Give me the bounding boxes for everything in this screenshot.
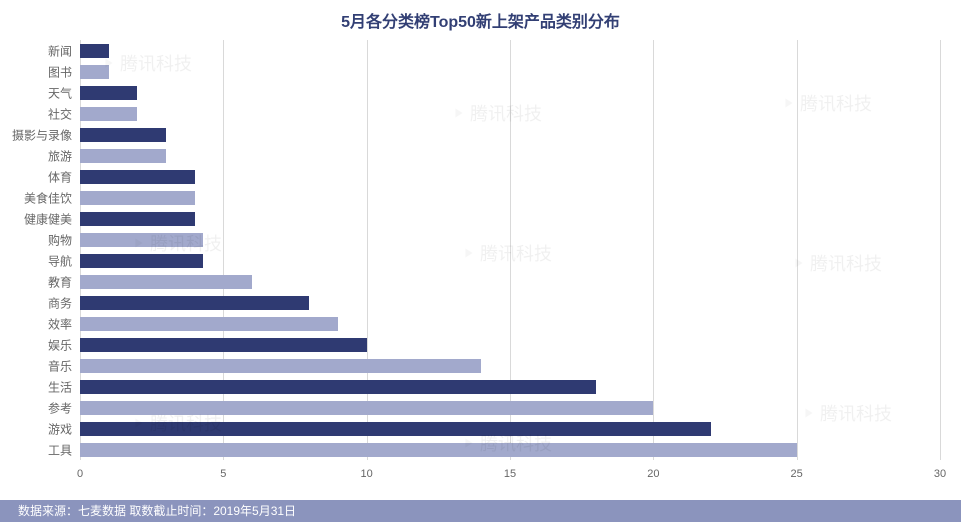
footer-bar: 数据来源：七麦数据 取数截止时间：2019年5月31日 [0,500,961,522]
bar [80,338,367,352]
y-tick-label: 娱乐 [0,336,72,353]
x-tick-label: 15 [504,468,516,480]
bar-row [80,275,940,289]
y-tick-label: 教育 [0,273,72,290]
grid-line [653,40,654,460]
bar [80,149,166,163]
bar-row [80,65,940,79]
bar-row [80,254,940,268]
y-tick-label: 美食佳饮 [0,189,72,206]
bar [80,170,195,184]
bar-row [80,191,940,205]
bar [80,233,203,247]
bar-row [80,86,940,100]
grid-line [223,40,224,460]
y-tick-label: 游戏 [0,420,72,437]
bar [80,443,797,457]
bar-row [80,233,940,247]
bar [80,359,481,373]
x-tick-label: 10 [361,468,373,480]
bar [80,401,653,415]
bar-row [80,401,940,415]
bar-row [80,149,940,163]
bar [80,65,109,79]
bar-row [80,317,940,331]
bar [80,44,109,58]
y-tick-label: 购物 [0,231,72,248]
bar-row [80,443,940,457]
y-tick-label: 健康健美 [0,210,72,227]
bar-row [80,212,940,226]
grid-line [797,40,798,460]
x-tick-label: 0 [77,468,83,480]
bar [80,296,309,310]
y-tick-label: 图书 [0,63,72,80]
bar [80,191,195,205]
bar [80,107,137,121]
bar-row [80,296,940,310]
bar-row [80,128,940,142]
bar [80,275,252,289]
y-tick-label: 参考 [0,399,72,416]
y-tick-label: 摄影与录像 [0,126,72,143]
bar [80,380,596,394]
y-tick-label: 效率 [0,315,72,332]
y-tick-label: 工具 [0,441,72,458]
bar-row [80,380,940,394]
bar-row [80,107,940,121]
bar [80,422,711,436]
y-tick-label: 社交 [0,105,72,122]
bar-row [80,338,940,352]
bar [80,86,137,100]
x-tick-label: 20 [647,468,659,480]
y-tick-label: 新闻 [0,42,72,59]
bar [80,317,338,331]
x-tick-label: 5 [220,468,226,480]
bar [80,212,195,226]
y-tick-label: 天气 [0,84,72,101]
bar-row [80,422,940,436]
y-tick-label: 体育 [0,168,72,185]
bar-row [80,44,940,58]
y-tick-label: 生活 [0,378,72,395]
bar-row [80,170,940,184]
y-tick-label: 商务 [0,294,72,311]
bar [80,128,166,142]
bar-row [80,359,940,373]
y-tick-label: 旅游 [0,147,72,164]
grid-line [80,40,81,460]
y-tick-label: 音乐 [0,357,72,374]
chart-title: 5月各分类榜Top50新上架产品类别分布 [0,0,961,32]
chart-container: 5月各分类榜Top50新上架产品类别分布 0 5 10 15 20 25 30 数据来源：七… [0,0,961,522]
x-tick-label: 25 [791,468,803,480]
plot-area: 051015202530 [80,40,940,480]
y-tick-label: 导航 [0,252,72,269]
grid-line [510,40,511,460]
x-tick-label: 30 [934,468,946,480]
grid-line [940,40,941,460]
grid-line [367,40,368,460]
bar [80,254,203,268]
